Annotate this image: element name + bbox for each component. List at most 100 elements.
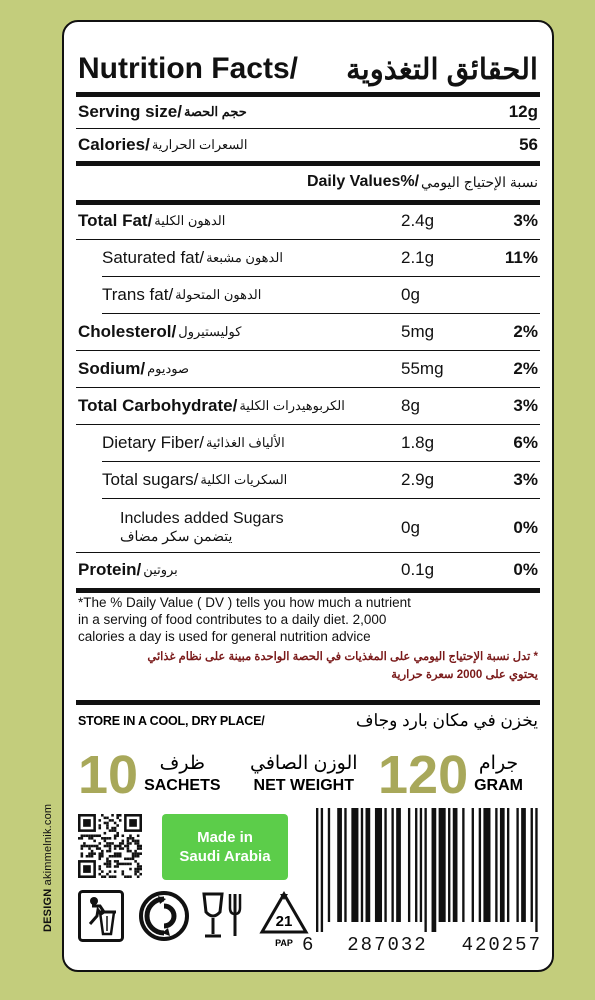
recycle-code: 21: [276, 913, 293, 930]
divider: [76, 350, 540, 351]
divider: [76, 552, 540, 553]
nutrient-name-en: Saturated fat/: [102, 248, 205, 267]
protein-en: Protein/: [78, 560, 142, 579]
gram-ar: جرام: [478, 753, 519, 774]
nutrient-name-ar: الدهون المتحولة: [175, 287, 262, 302]
divider: [76, 424, 540, 425]
daily-values-header: Daily Values%/ نسبة الإحتياج اليومي: [78, 166, 538, 198]
food-safe-glass-fork-icon: [202, 892, 242, 938]
nutrient-daily-value: 3%: [513, 470, 538, 489]
nutrient-name-ar: السكريات الكلية: [200, 472, 288, 487]
sachets-number: 10: [78, 745, 139, 805]
nutrient-name-ar: الدهون الكلية: [154, 213, 226, 228]
green-dot-recycle-icon: [139, 891, 189, 941]
calories-label-en: Calories/: [78, 135, 150, 154]
title-en: Nutrition Facts/: [78, 52, 299, 85]
barcode-digit-group: 287032: [347, 934, 428, 956]
calories-row: Calories/ السعرات الحرارية 56: [78, 129, 538, 161]
nutrient-name-ar: الألياف الغذائية: [206, 435, 285, 450]
nutrient-amount: 55mg: [401, 359, 444, 378]
recycle-material: PAP: [275, 938, 293, 948]
nutrient-name-ar: الدهون مشبعة: [206, 250, 283, 265]
divider: [102, 461, 540, 462]
nutrient-amount: 2.4g: [401, 211, 435, 230]
nutrient-name-en: Trans fat/: [102, 285, 174, 304]
nutrient-daily-value: 2%: [513, 322, 538, 341]
nutrient-amount: 2.1g: [401, 248, 435, 267]
serving-value: 12g: [508, 102, 538, 121]
gram-number: 120: [378, 745, 469, 805]
net-weight-ar: الوزن الصافي: [250, 753, 358, 774]
barcode-digit-group: 6: [302, 934, 314, 956]
made-in-line: Saudi Arabia: [179, 848, 271, 865]
footnote-ar-line: * تدل نسبة الإحتياج اليومي على المغذيات …: [147, 651, 538, 663]
nutrient-amount: 0g: [401, 285, 420, 304]
added-sugars-en: Includes added Sugars: [120, 510, 284, 527]
nutrient-name-en: Cholesterol/: [78, 322, 177, 341]
serving-label-en: Serving size/: [78, 102, 182, 121]
nutrient-daily-value: 3%: [513, 211, 538, 230]
nutrient-name-en: Total Fat/: [78, 211, 153, 230]
divider: [76, 588, 540, 593]
net-weight: الوزن الصافي NET WEIGHT: [250, 740, 358, 810]
divider: [76, 700, 540, 705]
nutrient-row: Total sugars/السكريات الكلية 2.9g 3%: [78, 464, 538, 496]
footnote-ar: * تدل نسبة الإحتياج اليومي على المغذيات …: [78, 648, 538, 684]
gram-amount: 120 جرام GRAM: [378, 740, 523, 810]
divider: [76, 387, 540, 388]
nutrient-name-ar: كوليستيرول: [178, 324, 242, 339]
footnote-en-line: calories a day is used for general nutri…: [78, 629, 371, 644]
dv-header-ar: نسبة الإحتياج اليومي: [421, 173, 538, 190]
storage-instructions: STORE IN A COOL, DRY PLACE/ يخزن في مكان…: [78, 708, 538, 734]
divider: [76, 200, 540, 205]
sachets-count: 10 ظرف SACHETS: [78, 740, 221, 810]
serving-label-ar: حجم الحصة: [183, 104, 247, 119]
title-ar: الحقائق التغذوية: [346, 53, 538, 86]
barcode-icon: [316, 808, 538, 932]
protein-ar: بروتين: [143, 562, 178, 577]
storage-ar: يخزن في مكان بارد وجاف: [355, 711, 538, 730]
sachets-en: SACHETS: [144, 777, 221, 794]
nutrient-name-en: Total sugars/: [102, 470, 199, 489]
nutrient-daily-value: 2%: [513, 359, 538, 378]
calories-label-ar: السعرات الحرارية: [151, 137, 248, 152]
made-in-line: Made in: [197, 829, 253, 846]
qr-code-icon: [78, 814, 142, 878]
barcode-digit-group: 420257: [461, 934, 542, 956]
divider: [102, 276, 540, 277]
divider: [76, 128, 540, 129]
serving-size-row: Serving size/ حجم الحصة 12g: [78, 96, 538, 128]
divider: [76, 239, 540, 240]
nutrient-daily-value: 6%: [513, 433, 538, 452]
nutrient-amount: 2.9g: [401, 470, 435, 489]
design-credit-prefix: DESIGN: [42, 888, 54, 932]
added-sugars-pct: 0%: [513, 518, 538, 537]
gram-en: GRAM: [474, 777, 523, 794]
added-sugars-ar: يتضمن سكر مضاف: [120, 528, 233, 544]
calories-value: 56: [519, 135, 538, 154]
nutrient-name-en: Dietary Fiber/: [102, 433, 205, 452]
nutrient-daily-value: 11%: [504, 248, 538, 267]
nutrient-amount: 1.8g: [401, 433, 435, 452]
footnote-en-line: *The % Daily Value ( DV ) tells you how …: [78, 595, 411, 610]
nutrient-row: Trans fat/الدهون المتحولة 0g: [78, 279, 538, 311]
protein-row: Protein/ بروتين 0.1g 0%: [78, 554, 538, 586]
nutrient-row: Saturated fat/الدهون مشبعة 2.1g 11%: [78, 242, 538, 274]
nutrient-row: Sodium/صوديوم 55mg 2%: [78, 353, 538, 385]
nutrient-row: Total Carbohydrate/الكربوهيدرات الكلية 8g…: [78, 390, 538, 422]
design-credit-name: akimmelnik.com: [42, 803, 54, 886]
nutrient-row: Cholesterol/كوليستيرول 5mg 2%: [78, 316, 538, 348]
sachets-ar: ظرف: [159, 753, 205, 774]
nutrient-row: Total Fat/الدهون الكلية 2.4g 3%: [78, 205, 538, 237]
nutrient-amount: 5mg: [401, 322, 435, 341]
recycle-triangle-icon: 21 PAP: [259, 891, 309, 948]
nutrient-amount: 8g: [401, 396, 420, 415]
added-sugars-amount: 0g: [401, 518, 420, 537]
nutrition-label-card: Nutrition Facts/ الحقائق التغذوية Servin…: [62, 20, 554, 972]
divider: [102, 313, 540, 314]
added-sugars-row: Includes added Sugars يتضمن سكر مضاف 0g …: [78, 504, 538, 552]
footnote-en-line: in a serving of food contributes to a da…: [78, 612, 387, 627]
label-title: Nutrition Facts/ الحقائق التغذوية: [78, 50, 538, 88]
dispose-in-bin-icon: [78, 890, 124, 942]
nutrient-name-ar: صوديوم: [147, 361, 189, 376]
